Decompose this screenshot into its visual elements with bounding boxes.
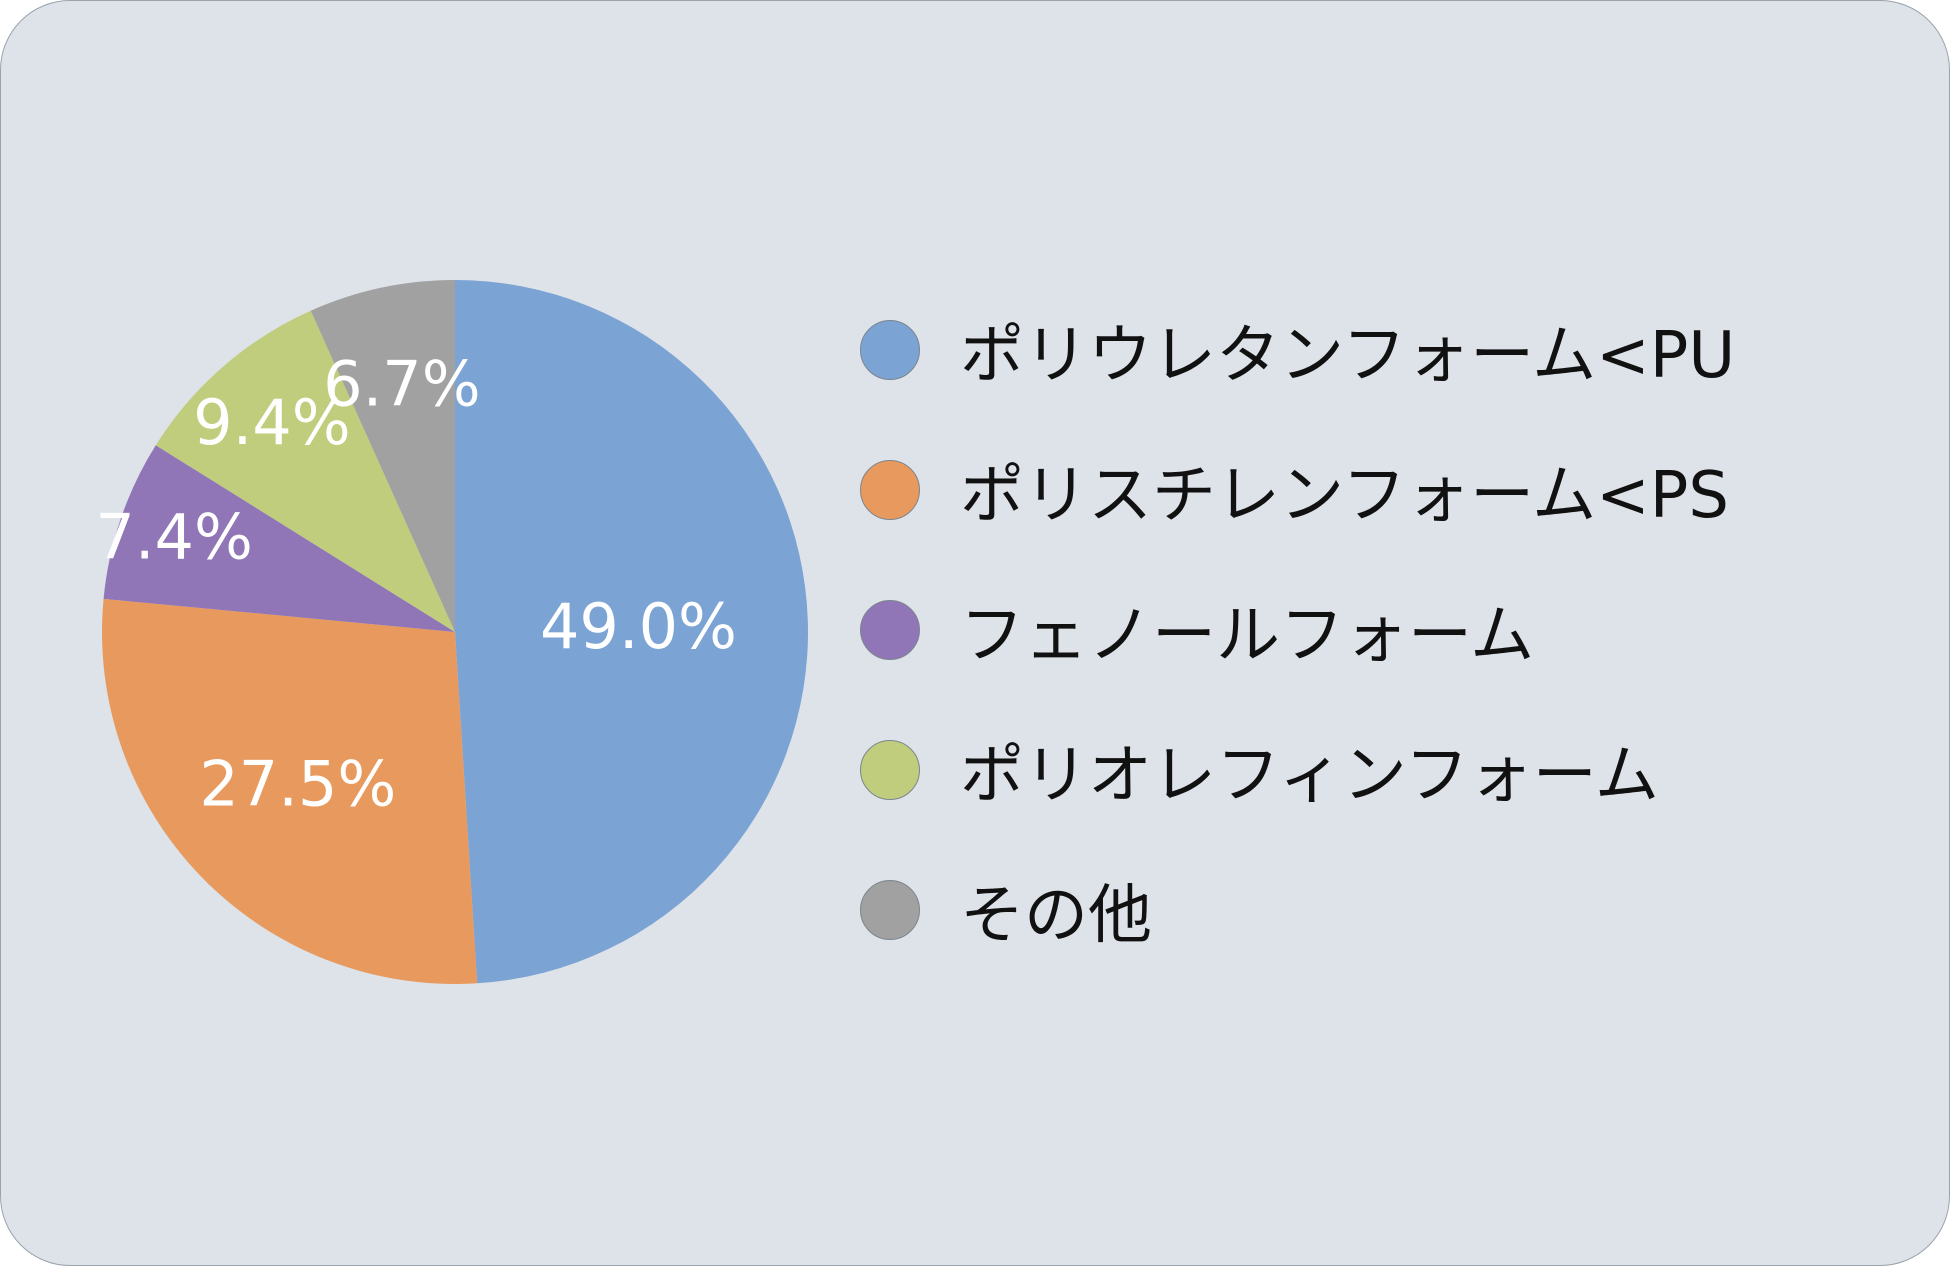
pie-slice-4 [310,280,455,632]
legend-item-polyolefin: ポリオレフィンフォーム [860,710,1940,830]
legend-item-pu: ポリウレタンフォーム<PU [860,290,1940,410]
pie-slice-1 [102,598,478,984]
pie-label-4: 6.7% [323,348,481,421]
legend-item-ps: ポリスチレンフォーム<PS [860,430,1940,550]
legend-label-ps: ポリスチレンフォーム<PS [960,459,1730,533]
legend-item-other: その他 [860,850,1940,970]
legend-item-phenol: フェノールフォーム [860,570,1940,690]
pie-labels: 49.0% 27.5% 7.4% 9.4%6.7% [95,348,737,821]
legend-label-polyolefin: ポリオレフィンフォーム [960,739,1659,813]
legend-label-pu: ポリウレタンフォーム<PU [960,319,1736,393]
pie-label-3: 9.4% [193,386,351,459]
pie-slices [102,280,809,984]
pie-label-1: 27.5% [199,747,396,820]
legend-swatch-phenol [860,600,920,660]
legend-swatch-ps [860,460,920,520]
legend-label-other: その他 [960,879,1152,953]
legend-swatch-other [860,880,920,940]
pie-slice-3 [155,310,455,632]
legend-swatch-polyolefin [860,740,920,800]
legend-label-phenol: フェノールフォーム [960,599,1535,673]
legend-swatch-pu [860,320,920,380]
pie-slice-0 [455,280,809,984]
pie-label-2: 7.4% [95,501,253,574]
pie-label-0: 49.0% [540,590,737,663]
pie-slice-2 [103,445,456,632]
